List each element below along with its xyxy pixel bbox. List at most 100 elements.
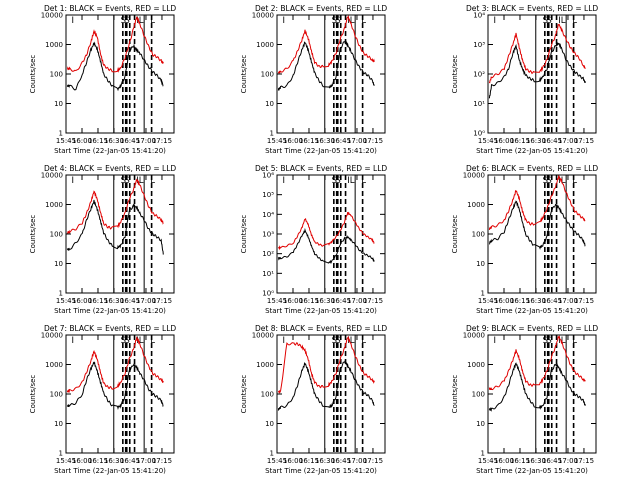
y-tick-label: 10⁵: [262, 191, 274, 199]
y-tick-label: 10: [476, 260, 485, 268]
marker-label: I: [493, 16, 496, 26]
x-tick-label: 16:00: [72, 457, 92, 465]
x-tick-label: 16:00: [283, 297, 303, 305]
x-tick-label: 17:15: [152, 297, 172, 305]
x-tick-label: 17:00: [347, 457, 367, 465]
x-tick-label: 15:45: [56, 457, 76, 465]
marker-label: S: [335, 16, 340, 26]
marker-label: S: [124, 336, 129, 346]
y-tick-label: 10000: [463, 332, 485, 340]
marker-label: S: [543, 336, 548, 346]
marker-label: IL: [136, 176, 144, 186]
marker-label: S: [121, 176, 126, 186]
x-tick-label: 15:45: [267, 457, 287, 465]
x-tick-label: 16:00: [72, 297, 92, 305]
lld-series-line: [66, 178, 164, 234]
y-tick-label: 10³: [262, 231, 274, 239]
x-tick-label: 17:15: [574, 297, 594, 305]
marker-label: S: [332, 336, 337, 346]
lld-series-line: [488, 23, 586, 84]
x-tick-label: 17:15: [574, 137, 594, 145]
x-axis-label: Start Time (22-Jan-05 15:41:20): [476, 307, 588, 315]
y-axis-label: Counts/sec: [29, 215, 37, 254]
marker-label: S: [543, 176, 548, 186]
x-tick-label: 16:45: [542, 297, 562, 305]
y-tick-label: 100: [472, 391, 485, 399]
plot-frame: [487, 334, 597, 454]
x-tick-label: 16:30: [104, 297, 124, 305]
marker-label: S: [332, 16, 337, 26]
x-tick-label: 16:00: [494, 457, 514, 465]
x-tick-label: 16:30: [315, 297, 335, 305]
marker-label: L: [150, 16, 155, 26]
marker-label: L: [361, 336, 366, 346]
y-tick-label: 100: [261, 71, 274, 79]
y-tick-label: 10⁰: [262, 290, 274, 298]
marker-label: IL: [136, 336, 144, 346]
x-tick-label: 16:45: [542, 457, 562, 465]
y-tick-label: 10000: [463, 172, 485, 180]
x-tick-label: 16:45: [120, 457, 140, 465]
y-tick-label: 10⁴: [262, 211, 274, 219]
chart-title: Det 8: BLACK = Events, RED = LLD: [255, 324, 387, 333]
chart-title: Det 2: BLACK = Events, RED = LLD: [255, 4, 387, 13]
x-tick-label: 16:30: [315, 457, 335, 465]
x-tick-label: 15:45: [478, 137, 498, 145]
marker-label: S: [546, 336, 551, 346]
lld-series-line: [66, 336, 164, 393]
lld-series-line: [277, 335, 375, 395]
y-axis-label: Counts/sec: [451, 215, 459, 254]
y-tick-label: 1: [59, 290, 63, 298]
y-tick-label: 10³: [473, 41, 485, 49]
marker-label: S: [332, 176, 337, 186]
x-tick-label: 17:00: [558, 297, 578, 305]
x-tick-label: 16:45: [331, 137, 351, 145]
marker-label: L: [150, 336, 155, 346]
x-tick-label: 16:45: [331, 457, 351, 465]
y-tick-label: 10000: [41, 12, 63, 20]
chart-title: Det 4: BLACK = Events, RED = LLD: [44, 164, 176, 173]
y-tick-label: 1: [270, 450, 274, 458]
marker-label: L: [572, 16, 577, 26]
y-tick-label: 10000: [252, 12, 274, 20]
x-tick-label: 15:45: [267, 137, 287, 145]
events-series-line: [488, 362, 586, 412]
x-tick-label: 17:00: [558, 137, 578, 145]
events-series-line: [66, 361, 164, 411]
x-tick-label: 16:15: [299, 137, 319, 145]
y-tick-label: 100: [50, 391, 63, 399]
marker-label: IL: [347, 16, 355, 26]
marker-label: IL: [347, 176, 355, 186]
x-axis-label: Start Time (22-Jan-05 15:41:20): [476, 147, 588, 155]
marker-label: S: [121, 336, 126, 346]
x-tick-label: 16:00: [283, 457, 303, 465]
x-tick-label: 15:45: [56, 297, 76, 305]
x-tick-label: 17:15: [363, 137, 383, 145]
chart-title: Det 5: BLACK = Events, RED = LLD: [255, 164, 387, 173]
y-axis-label: Counts/sec: [240, 55, 248, 94]
y-tick-label: 10¹: [262, 270, 274, 278]
x-tick-label: 16:45: [331, 297, 351, 305]
marker-label: S: [124, 176, 129, 186]
x-axis-label: Start Time (22-Jan-05 15:41:20): [265, 307, 377, 315]
y-tick-label: 10⁰: [473, 130, 485, 138]
y-axis-label: Counts/sec: [29, 375, 37, 414]
chart-title: Det 9: BLACK = Events, RED = LLD: [466, 324, 598, 333]
x-tick-label: 16:15: [510, 457, 530, 465]
y-tick-label: 1000: [45, 361, 63, 369]
y-tick-label: 1000: [467, 361, 485, 369]
lld-series-line: [277, 211, 375, 251]
x-tick-label: 16:15: [88, 137, 108, 145]
chart-title: Det 3: BLACK = Events, RED = LLD: [466, 4, 598, 13]
x-tick-label: 16:15: [88, 457, 108, 465]
x-tick-label: 15:45: [56, 137, 76, 145]
y-tick-label: 10: [265, 420, 274, 428]
y-axis-label: Counts/sec: [240, 215, 248, 254]
y-tick-label: 100: [472, 231, 485, 239]
plot-frame: [487, 14, 597, 134]
y-tick-label: 100: [50, 231, 63, 239]
marker-label: I: [493, 336, 496, 346]
